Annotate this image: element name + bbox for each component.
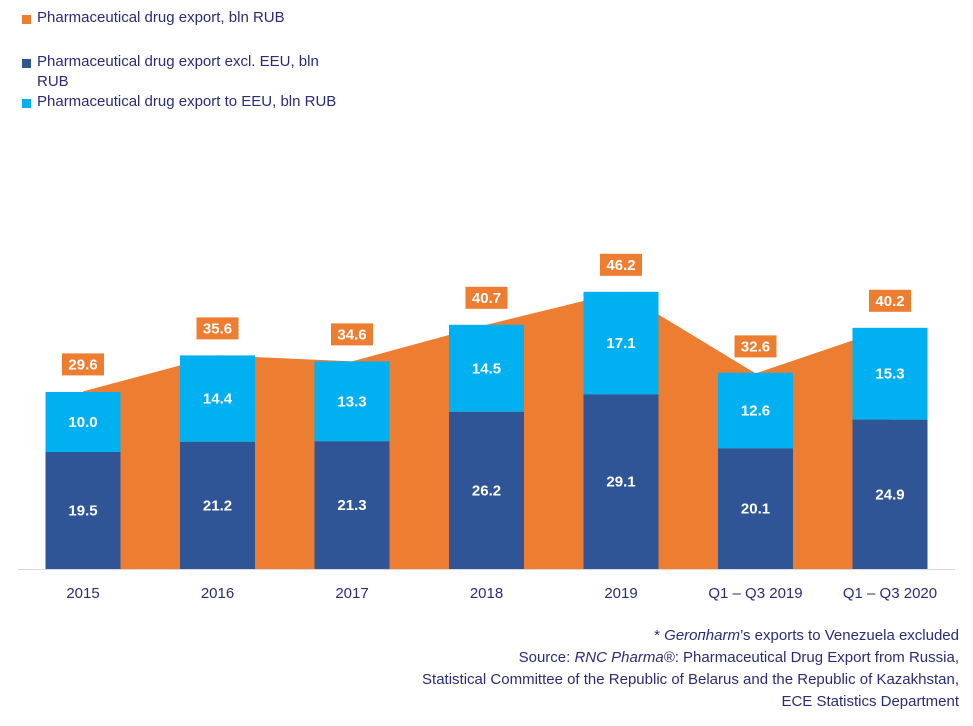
source-line-3: ECE Statistics Department bbox=[781, 693, 959, 710]
x-tick-label: 2016 bbox=[201, 585, 234, 602]
data-label-to-eeu: 13.3 bbox=[337, 393, 366, 410]
data-label-to-eeu: 10.0 bbox=[68, 414, 97, 431]
source-line-1: Source: RNC Pharma®: Pharmaceutical Drug… bbox=[259, 647, 959, 669]
data-label-total: 34.6 bbox=[337, 326, 366, 343]
data-label-to-eeu: 17.1 bbox=[606, 335, 635, 352]
bar-to-eeu bbox=[583, 291, 659, 395]
x-tick-label: 2017 bbox=[335, 585, 368, 602]
x-tick-label: Q1 – Q3 2019 bbox=[708, 585, 802, 602]
footnote: * Gerопharm’s exports to Venezuela exclu… bbox=[259, 625, 959, 647]
data-label-to-eeu: 14.4 bbox=[203, 391, 233, 408]
footnote-rest: ’s exports to Venezuela excluded bbox=[739, 627, 959, 644]
legend-swatch-excl-eeu bbox=[22, 59, 31, 68]
legend-item-total: Pharmaceutical drug export, bln RUB bbox=[22, 8, 357, 28]
data-label-total-box bbox=[331, 323, 373, 346]
data-label-excl-eeu: 24.9 bbox=[875, 486, 904, 503]
source-notes: * Gerопharm’s exports to Venezuela exclu… bbox=[259, 625, 959, 713]
data-label-to-eeu: 14.5 bbox=[472, 360, 501, 377]
data-label-total-box bbox=[465, 286, 508, 309]
bar-to-eeu bbox=[180, 355, 255, 442]
bar-to-eeu bbox=[449, 324, 524, 412]
bar-excl-eeu bbox=[180, 441, 255, 569]
data-label-total-box bbox=[734, 335, 777, 358]
data-label-total-box bbox=[62, 353, 104, 376]
x-tick-label: 2019 bbox=[604, 585, 637, 602]
data-label-excl-eeu: 19.5 bbox=[68, 503, 97, 520]
bar-excl-eeu bbox=[852, 419, 928, 569]
data-label-total: 29.6 bbox=[68, 356, 97, 373]
data-label-total-box bbox=[600, 253, 642, 276]
data-label-total-box bbox=[196, 317, 239, 340]
data-label-total: 35.6 bbox=[203, 320, 232, 337]
legend-label-excl-eeu: Pharmaceutical drug export excl. EEU, bl… bbox=[37, 53, 319, 90]
legend-label-to-eeu: Pharmaceutical drug export to EEU, bln R… bbox=[37, 93, 337, 110]
data-label-total: 40.2 bbox=[875, 293, 904, 310]
x-tick-label: Q1 – Q3 2020 bbox=[843, 585, 937, 602]
data-label-excl-eeu: 21.2 bbox=[203, 497, 232, 514]
source-org: RNC Pharma® bbox=[574, 649, 675, 666]
bar-excl-eeu bbox=[718, 448, 793, 569]
data-label-excl-eeu: 26.2 bbox=[472, 482, 501, 499]
data-label-excl-eeu: 29.1 bbox=[606, 474, 635, 491]
data-label-excl-eeu: 21.3 bbox=[337, 497, 366, 514]
source-prefix: Source: bbox=[518, 649, 575, 666]
x-tick-label: 2015 bbox=[66, 585, 99, 602]
footnote-company: Gerопharm bbox=[664, 627, 740, 644]
data-label-total: 46.2 bbox=[606, 257, 635, 274]
bar-layer bbox=[45, 291, 928, 569]
data-label-total: 32.6 bbox=[741, 338, 770, 355]
data-label-to-eeu: 15.3 bbox=[875, 366, 904, 383]
x-tick-label: 2018 bbox=[470, 585, 503, 602]
bar-excl-eeu bbox=[45, 452, 121, 569]
bar-excl-eeu bbox=[449, 411, 524, 569]
legend-label-total: Pharmaceutical drug export, bln RUB bbox=[37, 9, 285, 26]
bar-to-eeu bbox=[45, 392, 121, 452]
legend-item-to-eeu: Pharmaceutical drug export to EEU, bln R… bbox=[22, 92, 397, 112]
bar-to-eeu bbox=[852, 327, 928, 420]
x-axis: 2015 2016 2017 2018 2019 Q1 – Q3 2019 Q1 – Q3 … bbox=[18, 569, 955, 602]
bar-excl-eeu bbox=[583, 394, 659, 569]
data-label-total-box bbox=[869, 289, 911, 312]
bar-to-eeu bbox=[314, 361, 390, 442]
source-rest: : Pharmaceutical Drug Export from Russia… bbox=[674, 649, 959, 666]
source-line-2: Statistical Committee of the Republic of… bbox=[422, 671, 959, 688]
data-label-total: 40.7 bbox=[472, 290, 501, 307]
data-label-excl-eeu: 20.1 bbox=[741, 501, 770, 518]
data-labels: 19.5 10.0 29.6 21.2 14.4 35.6 21.3 13.3 34.6 26.2… bbox=[62, 253, 911, 520]
data-label-to-eeu: 12.6 bbox=[741, 403, 770, 420]
legend-swatch-to-eeu bbox=[22, 99, 31, 108]
bar-to-eeu bbox=[718, 372, 793, 449]
legend-item-excl-eeu: Pharmaceutical drug export excl. EEU, bl… bbox=[22, 52, 352, 92]
bar-excl-eeu bbox=[314, 441, 390, 569]
legend-swatch-total bbox=[22, 15, 31, 24]
footnote-prefix: * bbox=[654, 627, 665, 644]
